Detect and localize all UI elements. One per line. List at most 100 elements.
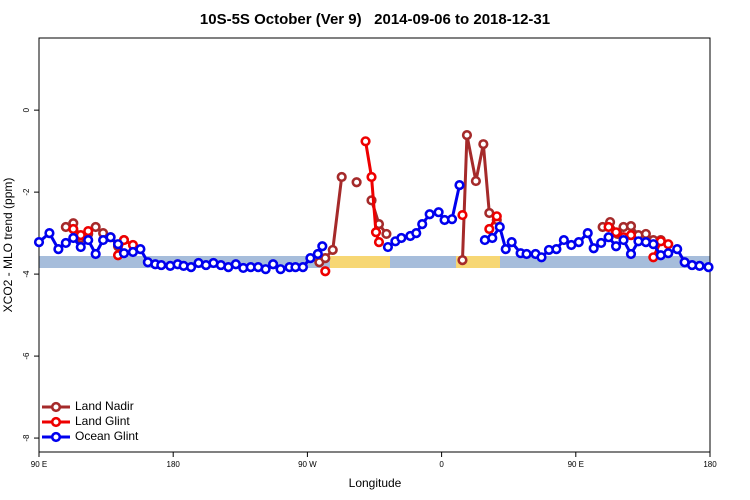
point	[351, 177, 362, 188]
point	[90, 248, 101, 260]
point	[433, 207, 444, 218]
point	[500, 243, 511, 255]
point	[83, 234, 94, 246]
point	[596, 237, 607, 249]
y-tick-label: 0	[22, 107, 31, 112]
point	[68, 232, 79, 244]
point	[373, 237, 385, 248]
point	[317, 241, 328, 252]
point	[260, 264, 271, 275]
point	[582, 228, 593, 239]
point	[551, 243, 562, 255]
point	[320, 253, 331, 264]
point	[694, 260, 705, 272]
point	[487, 232, 498, 244]
point	[268, 259, 279, 270]
point	[83, 225, 94, 237]
chart-title: 10S-5S October (Ver 9) 2014-09-06 to 201…	[200, 11, 550, 28]
point	[360, 136, 371, 147]
y-tick-label: -6	[22, 352, 31, 360]
point	[625, 221, 637, 232]
point	[618, 234, 629, 246]
point	[33, 237, 45, 248]
point	[185, 262, 197, 273]
point	[230, 259, 241, 270]
legend-label: Land Nadir	[75, 399, 134, 413]
point	[454, 180, 465, 191]
point	[457, 209, 468, 221]
x-tick-label: 180	[167, 460, 181, 469]
point	[424, 209, 435, 220]
land-strip	[330, 256, 390, 268]
point	[305, 253, 316, 264]
point	[625, 248, 637, 260]
point	[478, 139, 489, 150]
point	[411, 228, 422, 239]
point	[105, 232, 116, 243]
legend-marker	[50, 401, 62, 413]
point	[382, 241, 394, 253]
point	[90, 221, 101, 233]
point	[470, 175, 481, 187]
point	[44, 228, 55, 239]
point	[672, 243, 683, 255]
point	[521, 248, 532, 260]
point	[625, 230, 637, 241]
legend-label: Land Glint	[75, 414, 130, 428]
point	[703, 262, 714, 273]
point	[536, 252, 547, 263]
point	[610, 227, 622, 238]
y-tick-label: -8	[22, 434, 31, 442]
point	[297, 262, 309, 273]
x-tick-label: 90 W	[298, 460, 317, 469]
point	[68, 223, 79, 235]
x-tick-label: 90 E	[31, 460, 47, 469]
point	[573, 237, 584, 248]
y-tick-label: -2	[22, 188, 31, 196]
x-tick-label: 0	[439, 460, 444, 469]
point	[603, 232, 614, 243]
legend-label: Ocean Glint	[75, 429, 139, 443]
point	[457, 255, 468, 266]
y-axis-label: XCO2 - MLO trend (ppm)	[1, 178, 15, 313]
point	[603, 221, 614, 233]
point	[320, 266, 331, 277]
point	[663, 239, 674, 250]
point	[417, 218, 428, 230]
point	[156, 259, 167, 271]
legend-marker	[50, 431, 62, 443]
point	[588, 243, 599, 254]
point	[135, 243, 146, 255]
point	[494, 221, 505, 233]
point	[327, 244, 338, 256]
x-axis-label: Longitude	[349, 476, 402, 490]
point	[446, 214, 458, 225]
point	[610, 241, 622, 252]
point	[312, 248, 323, 260]
point	[491, 211, 502, 222]
point	[370, 227, 382, 238]
point	[506, 237, 517, 248]
point	[53, 243, 64, 255]
point	[60, 237, 71, 249]
point	[663, 248, 674, 259]
point	[275, 264, 286, 275]
land-ocean-strip	[39, 256, 710, 268]
legend-marker	[50, 416, 62, 428]
point	[381, 228, 392, 240]
point	[558, 234, 569, 246]
point	[640, 228, 651, 240]
x-tick-label: 180	[703, 460, 717, 469]
point	[396, 232, 407, 244]
point	[336, 171, 347, 183]
y-tick-label: -4	[22, 270, 31, 278]
x-tick-label: 90 E	[568, 460, 584, 469]
point	[484, 223, 495, 235]
point	[112, 239, 124, 250]
point	[648, 239, 659, 250]
point	[75, 241, 86, 253]
point	[366, 171, 377, 183]
point	[461, 130, 473, 141]
point	[118, 248, 130, 259]
